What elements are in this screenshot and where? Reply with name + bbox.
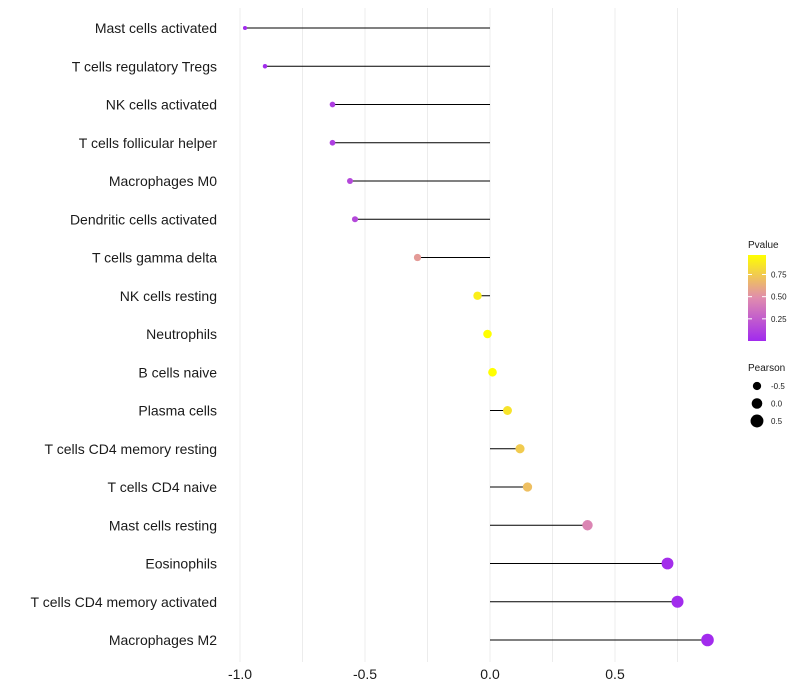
x-tick-label: -1.0: [228, 666, 252, 682]
point-nk-cells-activated: [329, 101, 336, 108]
category-label: T cells CD4 naive: [108, 479, 218, 495]
x-axis-ticks: -1.0 -0.5 0.0 0.5: [228, 666, 625, 682]
point-t-cells-follicular-helper: [329, 139, 336, 146]
category-label: Macrophages M2: [109, 632, 217, 648]
category-label: B cells naive: [138, 364, 217, 380]
size-legend-label: -0.5: [771, 382, 785, 391]
category-label: Plasma cells: [138, 403, 217, 419]
point-nk-cells-resting: [473, 291, 482, 300]
category-label: T cells CD4 memory activated: [31, 594, 217, 610]
point-b-cells-naive: [488, 367, 497, 377]
color-legend-tick-label: 0.75: [771, 271, 787, 280]
point-t-cells-regulatory-tregs: [262, 64, 268, 69]
point-t-cells-gamma-delta: [413, 253, 422, 262]
point-layer: [242, 25, 714, 647]
size-legend-label: 0.0: [771, 400, 783, 409]
size-legend-dot: [750, 414, 764, 428]
category-label: T cells CD4 memory resting: [45, 441, 217, 457]
point-t-cells-cd4-memory-activated: [671, 595, 684, 608]
point-mast-cells-activated: [242, 25, 248, 31]
category-label: Mast cells activated: [95, 20, 217, 36]
category-label: Eosinophils: [145, 556, 217, 572]
color-legend-tick-label: 0.50: [771, 293, 787, 302]
point-dendritic-cells-activated: [351, 216, 359, 223]
category-label: Neutrophils: [146, 326, 217, 342]
point-eosinophils: [661, 557, 674, 570]
category-label: T cells regulatory Tregs: [72, 58, 217, 74]
category-label: T cells gamma delta: [92, 250, 217, 266]
point-macrophages-m0: [346, 177, 354, 185]
size-legend-dot: [751, 398, 763, 409]
size-legend-items: -0.5 0.0 0.5: [750, 381, 785, 428]
color-legend-ticks: 0.25 0.50 0.75: [748, 271, 787, 324]
point-t-cells-cd4-naive: [522, 482, 533, 492]
category-label: T cells follicular helper: [79, 135, 218, 151]
category-label: Mast cells resting: [109, 517, 217, 533]
point-macrophages-m2: [701, 633, 714, 647]
point-neutrophils: [483, 329, 492, 339]
category-label: Macrophages M0: [109, 173, 217, 189]
point-plasma-cells: [503, 406, 512, 415]
x-tick-label: -0.5: [353, 666, 377, 682]
color-legend-tick-label: 0.25: [771, 315, 787, 324]
size-legend-label: 0.5: [771, 417, 783, 426]
legend: Pvalue 0.25 0.50 0.75 Pearson -0.5 0.0 0.5: [748, 240, 787, 428]
category-labels: Mast cells activated T cells regulatory T…: [31, 20, 218, 648]
category-label: NK cells resting: [120, 288, 217, 304]
stem-layer: [245, 27, 708, 641]
x-tick-label: 0.5: [605, 666, 625, 682]
point-t-cells-cd4-memory-resting: [515, 444, 525, 454]
size-legend-dot: [752, 381, 762, 391]
x-tick-label: 0.0: [480, 666, 500, 682]
category-label: Dendritic cells activated: [70, 211, 217, 227]
color-legend-bar: [748, 255, 766, 341]
color-legend-title: Pvalue: [748, 240, 779, 251]
size-legend-title: Pearson: [748, 363, 785, 374]
point-mast-cells-resting: [582, 520, 593, 531]
category-label: NK cells activated: [106, 97, 217, 113]
